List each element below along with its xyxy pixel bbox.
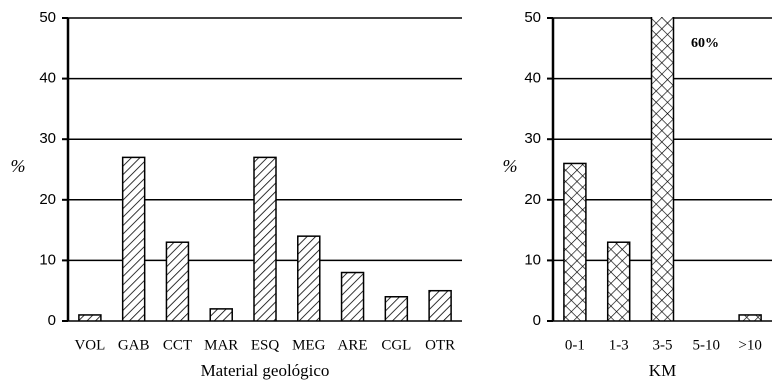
x-tick-label: 1-3 — [609, 337, 629, 353]
bar — [165, 241, 190, 321]
x-tick-label: MEG — [292, 337, 326, 353]
y-tick-label: 10 — [39, 251, 56, 268]
bar — [253, 156, 277, 321]
bar — [340, 271, 365, 321]
y-tick-label: 50 — [39, 9, 56, 26]
bar — [428, 289, 452, 321]
x-tick-label: 5-10 — [693, 337, 721, 353]
bar — [121, 156, 146, 321]
bar — [606, 241, 631, 321]
x-tick-label: VOL — [74, 337, 105, 353]
y-tick-label: 40 — [524, 70, 541, 87]
y-tick-label: 50 — [524, 9, 541, 26]
x-tick-label: CGL — [381, 337, 411, 353]
annotation: 60% — [691, 36, 719, 51]
y-tick-label: 30 — [39, 130, 56, 147]
x-tick-label: MAR — [204, 337, 238, 353]
bar — [209, 308, 233, 321]
bar — [384, 296, 409, 321]
x-tick-label: CCT — [163, 337, 192, 353]
bar — [563, 162, 587, 321]
x-axis-title: KM — [649, 361, 676, 380]
y-tick-label: 0 — [48, 312, 56, 329]
bar — [650, 17, 675, 321]
x-tick-label: GAB — [118, 337, 150, 353]
y-tick-label: 20 — [524, 191, 541, 208]
x-axis-title: Material geológico — [201, 361, 330, 380]
x-tick-label: 0-1 — [565, 337, 585, 353]
y-tick-label: 20 — [39, 191, 56, 208]
y-tick-label: 10 — [524, 251, 541, 268]
y-tick-label: 0 — [533, 312, 541, 329]
x-tick-label: 3-5 — [653, 337, 673, 353]
y-axis-title: % — [503, 156, 518, 176]
y-tick-label: 40 — [39, 70, 56, 87]
y-tick-label: 30 — [524, 130, 541, 147]
y-axis-title: % — [11, 156, 26, 176]
x-tick-label: >10 — [738, 337, 761, 353]
bar — [78, 314, 102, 321]
x-tick-label: OTR — [425, 337, 455, 353]
x-tick-label: ARE — [338, 337, 368, 353]
bar — [738, 314, 762, 321]
bar — [297, 235, 321, 321]
x-tick-label: ESQ — [251, 337, 280, 353]
